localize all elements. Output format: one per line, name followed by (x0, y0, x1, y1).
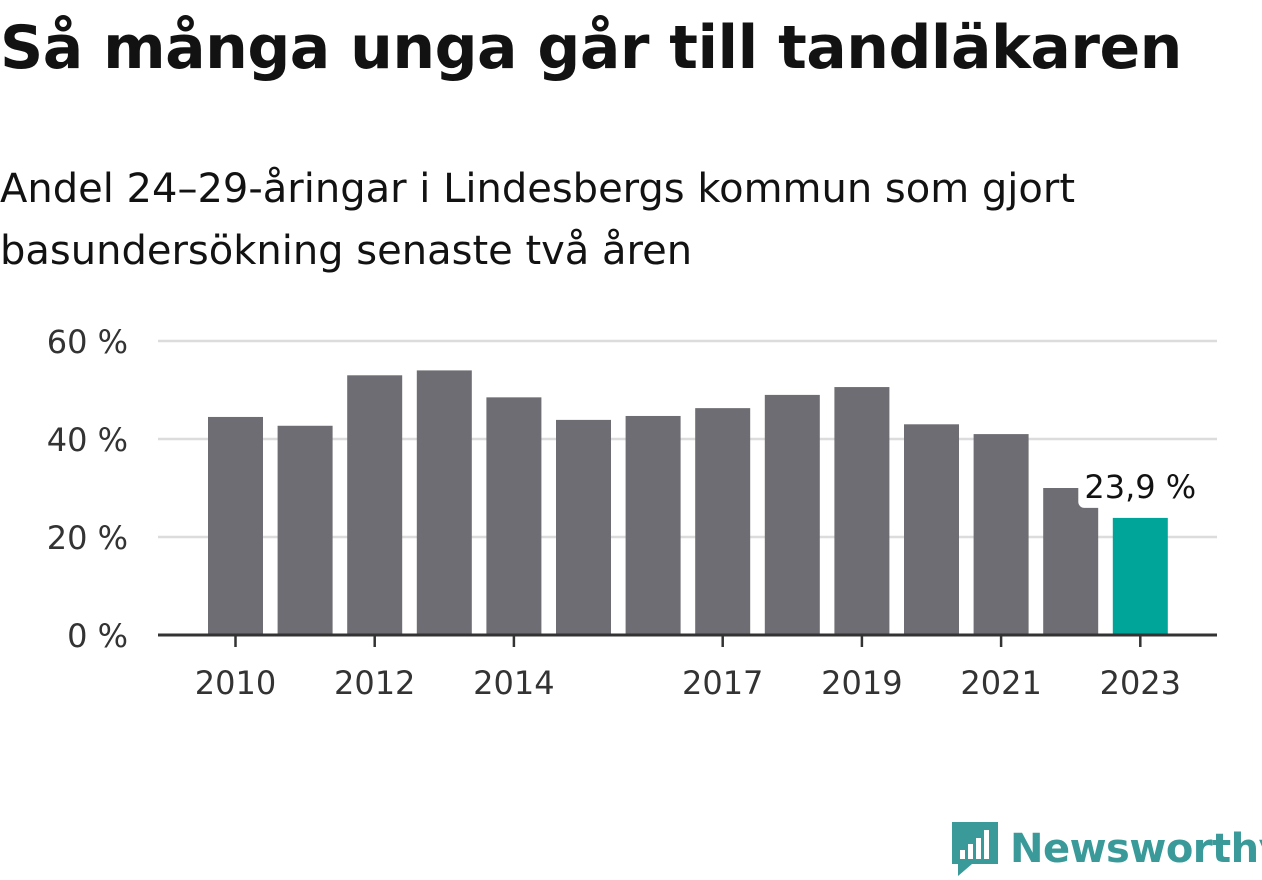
x-tick-label: 2021 (960, 664, 1041, 702)
bar-chart: 0 % 20 % 40 % 60 % 2010 2012 2014 2017 2019 2021 2… (47, 323, 1217, 702)
bar (625, 415, 681, 635)
annotation-background (1078, 467, 1203, 508)
annotation-label: 23,9 % (1084, 468, 1196, 506)
x-tick-label: 2014 (473, 664, 554, 702)
bar (764, 394, 820, 635)
bar (834, 387, 890, 635)
bar (486, 397, 542, 635)
y-tick-label: 0 % (67, 617, 128, 655)
bar (208, 416, 263, 635)
y-tick-label: 20 % (47, 519, 128, 557)
bar (556, 419, 611, 635)
y-tick-label: 40 % (47, 421, 128, 459)
newsworthy-logo-icon (952, 822, 998, 876)
x-tick-label: 2023 (1100, 664, 1181, 702)
x-tick-label: 2012 (334, 664, 415, 702)
chart-title: Så många unga går till tandläkaren (0, 13, 1182, 83)
x-tick-label: 2010 (195, 664, 276, 702)
bar (277, 425, 333, 635)
brand-name: Newsworthy (1010, 826, 1262, 872)
bar (347, 375, 403, 635)
bar (973, 434, 1029, 635)
bar (1043, 488, 1099, 635)
bar (695, 408, 751, 635)
bar (1112, 517, 1168, 635)
x-tick-label: 2017 (682, 664, 763, 702)
x-tick-label: 2019 (821, 664, 902, 702)
bar (416, 370, 472, 635)
newsworthy-logo: Newsworthy (950, 818, 1262, 880)
y-tick-label: 60 % (47, 323, 128, 361)
chart-subtitle: Andel 24–29-åringar i Lindesbergs kommun… (0, 166, 1076, 274)
bar (904, 424, 959, 635)
